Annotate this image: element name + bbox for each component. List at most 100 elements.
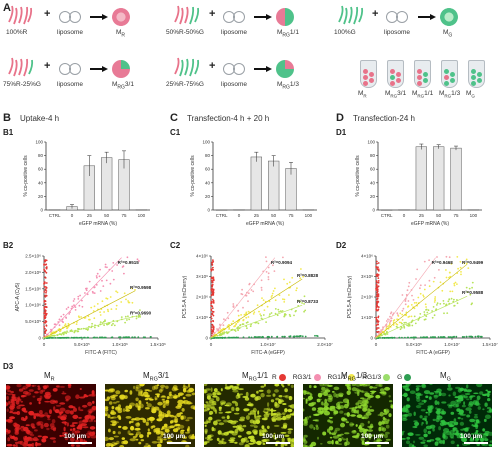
scale-bar bbox=[365, 442, 389, 444]
micrograph-title: MRG1/1 bbox=[242, 371, 269, 383]
data-point bbox=[66, 326, 69, 328]
data-point bbox=[248, 336, 250, 339]
data-point bbox=[245, 321, 248, 324]
data-point bbox=[126, 319, 128, 321]
scale-label: 100 µm bbox=[361, 433, 384, 440]
data-point bbox=[465, 262, 468, 265]
data-point bbox=[259, 336, 261, 338]
data-point bbox=[410, 315, 413, 318]
data-point bbox=[106, 308, 109, 311]
data-point bbox=[73, 330, 76, 333]
fit-line bbox=[210, 257, 276, 339]
data-point bbox=[265, 271, 268, 273]
data-point bbox=[479, 335, 482, 338]
data-point bbox=[239, 324, 242, 326]
scatter-chart-b2: 0 5.0×10⁵ 1.0×10⁶ 1.5×10⁶ 2.0×10⁶ 2.5×10⁶ 0 5.0… bbox=[14, 250, 166, 360]
data-point bbox=[294, 310, 297, 313]
data-point bbox=[235, 336, 238, 339]
fit-line bbox=[210, 304, 303, 339]
data-point bbox=[210, 317, 213, 320]
data-point bbox=[407, 285, 410, 288]
data-point bbox=[237, 310, 240, 312]
data-point bbox=[433, 276, 436, 279]
x-tick-label: 25 bbox=[419, 213, 425, 218]
data-point bbox=[43, 326, 46, 328]
x-axis-label: eGFP mRNA (%) bbox=[411, 221, 449, 227]
data-point bbox=[76, 321, 78, 323]
fit-line bbox=[210, 278, 303, 339]
data-point bbox=[457, 267, 459, 270]
data-point bbox=[386, 330, 388, 333]
data-point bbox=[115, 290, 117, 293]
panel-title-b: Uptake-4 h bbox=[20, 114, 60, 123]
data-point bbox=[401, 319, 404, 321]
r-squared-label: R²=0.8733 bbox=[297, 299, 319, 304]
liposome-icon bbox=[233, 63, 245, 75]
data-point bbox=[448, 298, 451, 301]
particle-icon bbox=[276, 8, 294, 26]
data-point bbox=[247, 310, 250, 313]
data-point bbox=[414, 336, 416, 339]
data-point bbox=[388, 323, 391, 326]
data-point bbox=[392, 319, 395, 322]
fit-line bbox=[375, 257, 436, 339]
data-point bbox=[66, 330, 68, 333]
data-point bbox=[59, 330, 61, 333]
data-point bbox=[376, 293, 379, 296]
data-point bbox=[415, 278, 417, 280]
data-point bbox=[411, 294, 413, 297]
data-point bbox=[124, 336, 127, 339]
bar-chart-d1: 0 20 40 60 80 100 CTRL 0 25 50 75 100 eGFP mRNA (%)%… bbox=[352, 136, 492, 236]
data-point bbox=[401, 294, 404, 296]
data-point bbox=[227, 336, 230, 339]
data-point bbox=[423, 313, 426, 316]
data-point bbox=[86, 287, 88, 290]
data-point bbox=[375, 328, 378, 330]
data-point bbox=[44, 321, 47, 324]
tube-label: MRG1/1 bbox=[412, 90, 434, 99]
data-point bbox=[283, 298, 286, 301]
data-point bbox=[407, 336, 410, 339]
data-point bbox=[413, 315, 416, 318]
data-point bbox=[434, 296, 437, 298]
data-point bbox=[272, 290, 275, 292]
data-point bbox=[44, 332, 47, 334]
data-point bbox=[377, 281, 380, 284]
data-point bbox=[296, 287, 298, 290]
data-point bbox=[393, 336, 396, 339]
data-point bbox=[443, 302, 445, 305]
scatter-chart-c2: 0 1×10⁶ 2×10⁶ 3×10⁶ 4×10⁶ 0 1.0×10⁷ 2.0×10⁷ R²=0… bbox=[181, 250, 333, 360]
data-point bbox=[427, 309, 430, 312]
data-point bbox=[93, 305, 96, 308]
data-point bbox=[258, 310, 260, 313]
micrograph-title: MRG1/3 bbox=[341, 371, 368, 383]
data-point bbox=[43, 269, 46, 272]
data-point bbox=[447, 336, 450, 338]
data-point bbox=[45, 320, 47, 322]
data-point bbox=[298, 335, 301, 338]
data-point bbox=[401, 336, 403, 339]
data-point bbox=[268, 300, 271, 303]
legend-label: R bbox=[272, 374, 277, 381]
data-point bbox=[131, 336, 134, 339]
data-point bbox=[128, 318, 131, 321]
bar bbox=[433, 146, 445, 211]
data-point bbox=[95, 275, 98, 277]
x-tick-label: 75 bbox=[288, 213, 294, 218]
data-point bbox=[385, 325, 388, 328]
scatter-chart-svg: 0 1×10⁶ 2×10⁶ 3×10⁶ 4×10⁶ 0 5.0×10⁶ 1.0×10⁷ 1.5×… bbox=[347, 254, 498, 357]
data-point bbox=[212, 328, 215, 331]
data-point bbox=[419, 292, 422, 295]
data-point bbox=[283, 315, 286, 318]
legend-swatch bbox=[313, 374, 321, 381]
x-tick-label: 5.0×10⁵ bbox=[74, 342, 90, 347]
data-point bbox=[433, 336, 436, 339]
data-point bbox=[62, 321, 64, 324]
data-point bbox=[110, 324, 113, 327]
data-point bbox=[438, 269, 440, 271]
data-point bbox=[87, 336, 89, 339]
data-point bbox=[58, 328, 61, 330]
data-point bbox=[267, 272, 270, 275]
bar-chart-svg: 0 20 40 60 80 100 CTRL 0 25 50 75 100 eGFP mRNA (%)%… bbox=[23, 140, 150, 227]
y-tick-label: 1×10⁶ bbox=[361, 315, 373, 320]
